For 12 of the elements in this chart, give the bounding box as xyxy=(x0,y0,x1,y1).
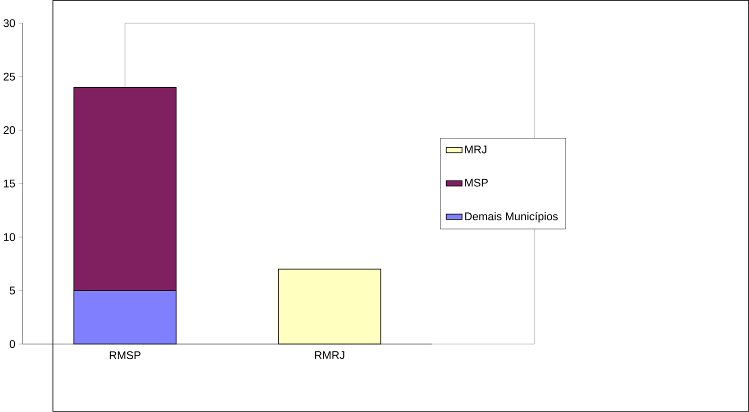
y-tick-label: 10 xyxy=(4,233,16,242)
legend-label: MSP xyxy=(465,178,488,187)
y-tick-label: 20 xyxy=(4,126,16,134)
x-tick-label: RMSP xyxy=(110,351,140,360)
y-tick-label: 25 xyxy=(4,72,15,81)
legend-label: Demais Municípios xyxy=(465,212,558,223)
y-tick-label: 15 xyxy=(4,180,15,188)
legend-label: MRJ xyxy=(465,146,486,154)
y-tick-label: 0 xyxy=(10,340,16,348)
x-tick-label: RMRJ xyxy=(315,351,344,360)
y-tick-label: 30 xyxy=(4,19,16,28)
y-tick-label: 5 xyxy=(10,286,15,295)
